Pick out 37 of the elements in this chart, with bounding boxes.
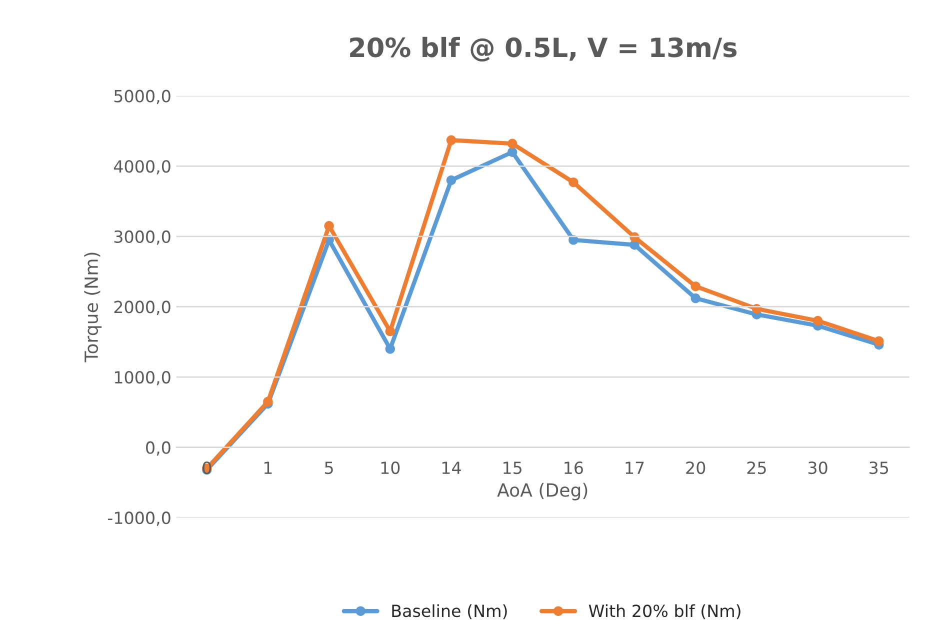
point	[812, 316, 823, 326]
point	[690, 293, 700, 304]
x-tick-label: 35	[870, 461, 888, 474]
point	[385, 326, 396, 336]
y-tick-label: 1000,0	[114, 370, 170, 386]
x-tick-label: 16	[564, 461, 583, 474]
point	[507, 138, 518, 149]
y-tick-label: 4000,0	[114, 160, 170, 174]
point	[446, 175, 456, 186]
x-tick-label: 14	[442, 462, 461, 474]
x-tick-label: 30	[808, 461, 828, 474]
point	[507, 147, 518, 157]
x-tick-label: 10	[381, 461, 400, 474]
y-axis-title: Torque (Nm)	[84, 252, 102, 362]
x-tick-label: 5	[325, 462, 333, 474]
x-tick-label: 0	[202, 461, 212, 474]
x-axis-title: AoA (Deg)	[497, 482, 588, 500]
y-tick-label: 5000,0	[114, 90, 170, 104]
point	[690, 281, 700, 292]
x-tick-label: 15	[504, 462, 522, 474]
x-tick-label: 17	[626, 462, 644, 474]
point	[324, 221, 334, 231]
x-tick-label: 25	[747, 461, 766, 474]
y-tick-label: 3000,0	[114, 230, 170, 245]
y-tick-label: -1000,0	[108, 512, 170, 526]
y-tick-label: 0,0	[146, 441, 170, 456]
point	[568, 177, 578, 188]
point	[446, 135, 456, 145]
point	[385, 344, 396, 354]
point	[874, 336, 884, 346]
y-tick-label: 2000,0	[114, 300, 170, 315]
legend-label: Baseline (Nm)	[392, 604, 507, 620]
point	[263, 396, 273, 406]
x-tick-label: 1	[264, 462, 272, 474]
legend-label: With 20% blf (Nm)	[588, 604, 740, 620]
chart-title: 20% blf @ 0.5L, V = 13m/s	[350, 36, 737, 62]
x-tick-label: 20	[686, 461, 706, 474]
